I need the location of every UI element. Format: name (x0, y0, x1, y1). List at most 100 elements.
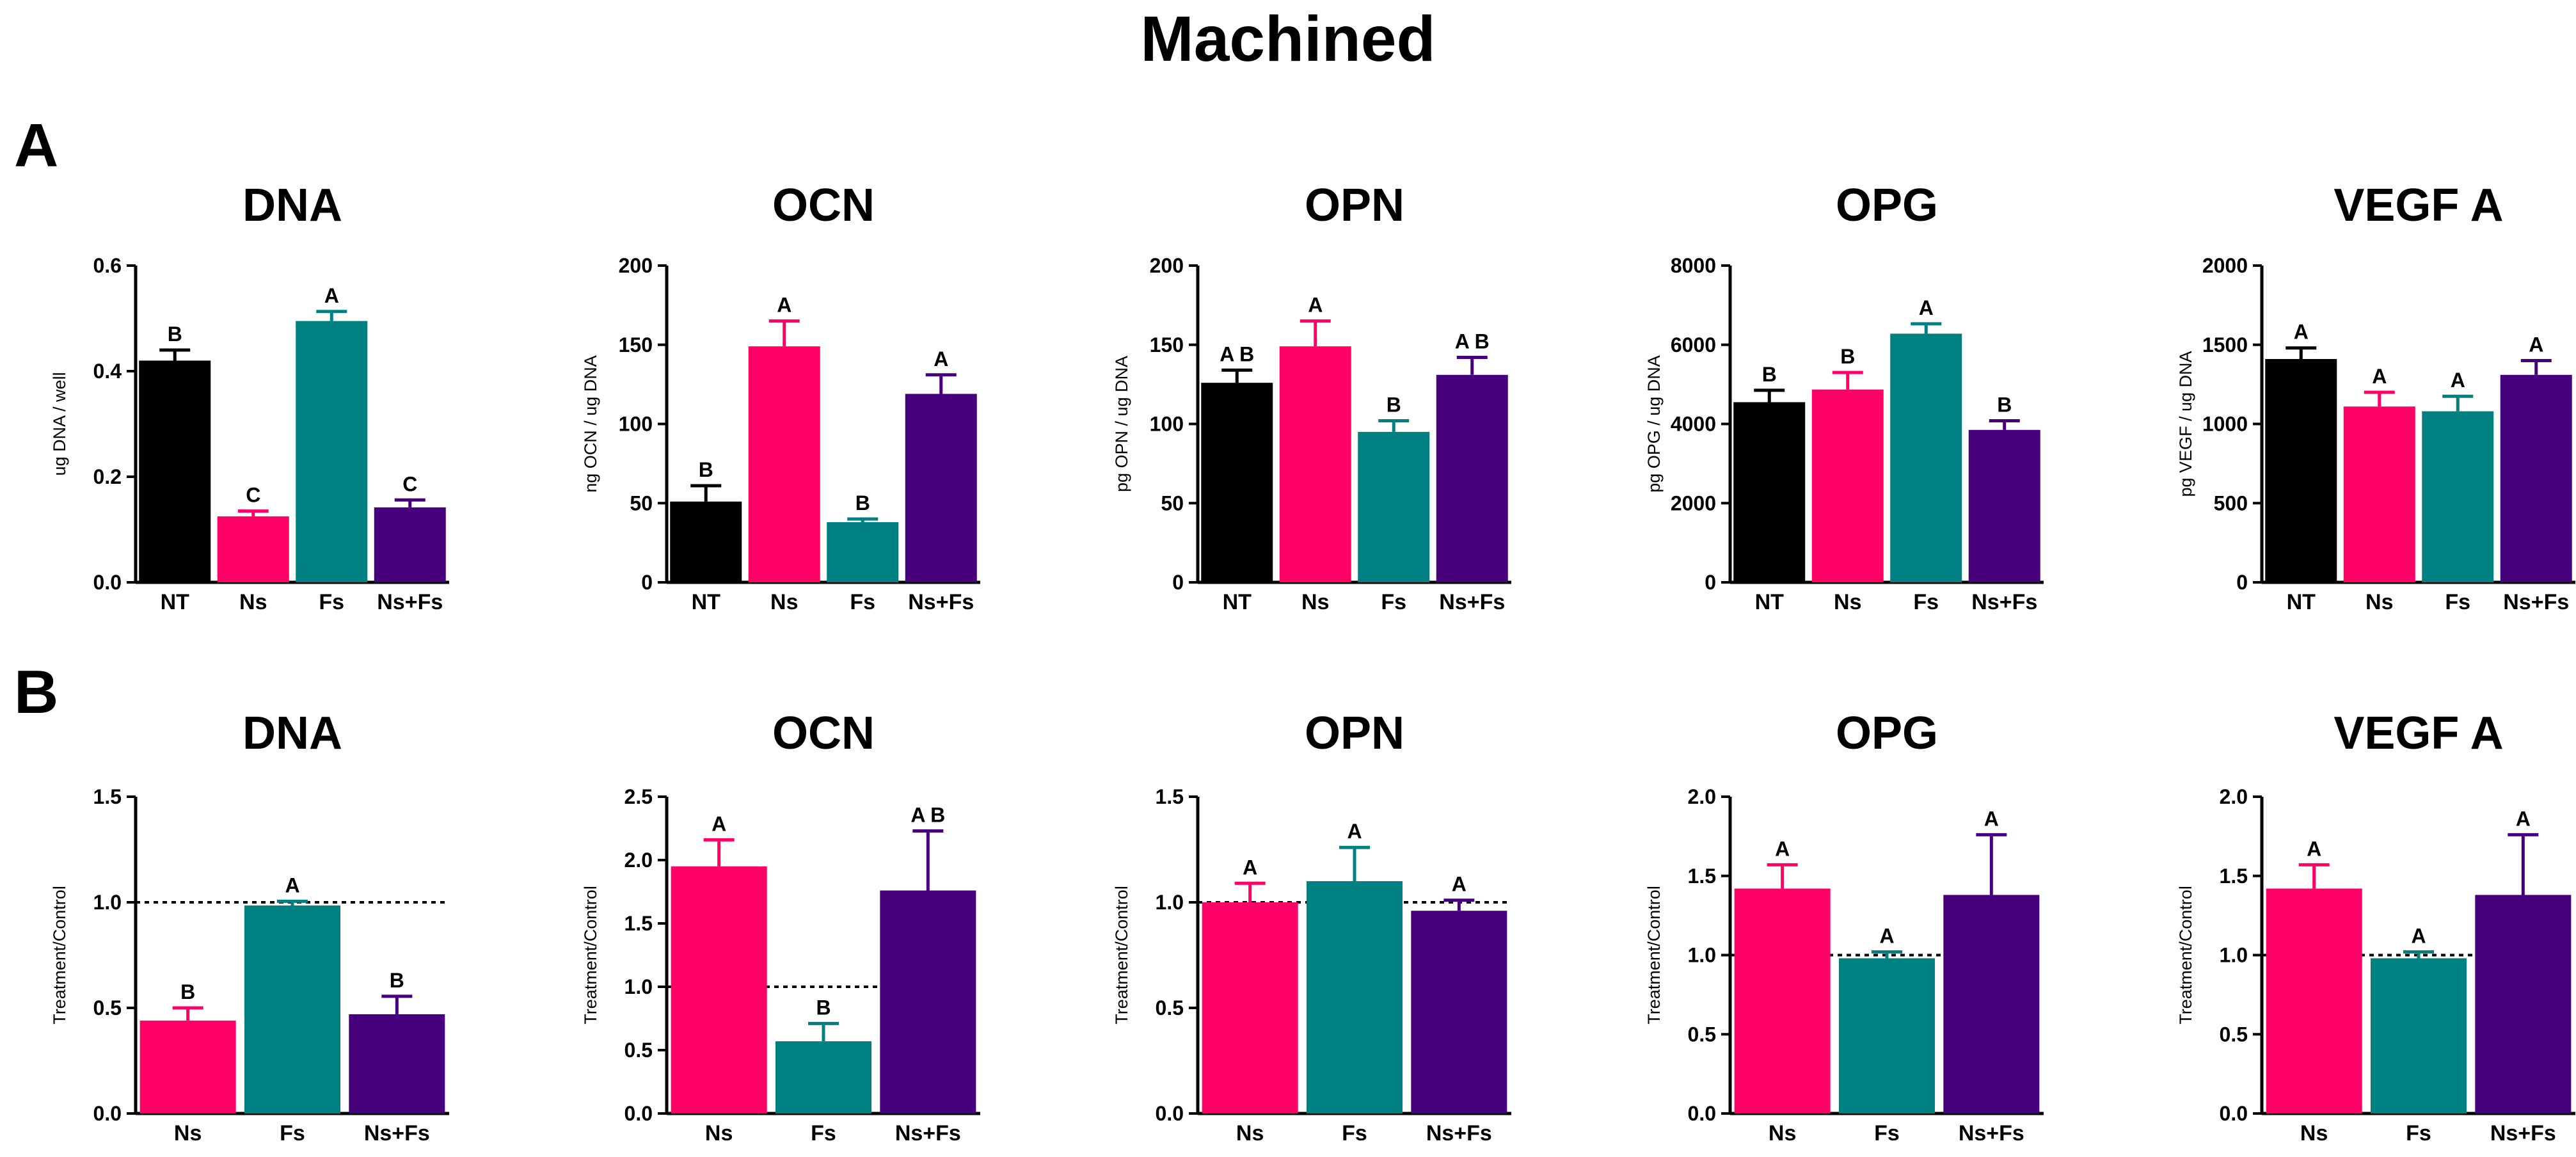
x-tick-label: NT (2287, 590, 2316, 614)
y-tick-label: 0 (641, 571, 653, 594)
x-tick-label: Ns (1236, 1121, 1264, 1145)
bar-ns (1202, 902, 1298, 1113)
chart-title: DNA (242, 708, 342, 759)
significance-letter: A B (910, 803, 945, 826)
x-tick-label: Ns (1834, 590, 1861, 614)
y-tick-label: 2.0 (624, 849, 653, 872)
bar-ns-fs (349, 1014, 445, 1113)
chart-title: OPN (1305, 708, 1404, 759)
significance-letter: B (168, 323, 182, 346)
significance-letter: B (816, 996, 831, 1019)
chart-title: OPG (1836, 708, 1938, 759)
y-tick-label: 0.0 (1688, 1102, 1716, 1125)
x-tick-label: Ns+Fs (1439, 590, 1505, 614)
chart-a-dna: DNA ug DNA / well 0.0 0.2 0.4 0.6 B NT C Ns A Fs C Ns… (50, 180, 449, 614)
y-tick-label: 50 (630, 491, 653, 515)
significance-letter: A B (1220, 342, 1254, 365)
x-tick-label: Ns+Fs (364, 1121, 430, 1145)
bar-ns (1811, 389, 1884, 582)
x-tick-label: Ns+Fs (2490, 1121, 2556, 1145)
significance-letter: A (285, 874, 299, 897)
significance-letter: A (2529, 333, 2543, 356)
y-tick-label: 100 (619, 413, 653, 436)
x-tick-label: Ns (174, 1121, 202, 1145)
chart-a-ocn: OCN ng OCN / ug DNA 0 50 100 150 200 B NT A Ns B Fs A… (581, 180, 980, 614)
bar-nt (139, 360, 211, 582)
bar-ns-fs (880, 890, 976, 1113)
significance-letter: A (2451, 369, 2465, 392)
chart-title: OCN (772, 180, 875, 231)
x-tick-label: Ns+Fs (1971, 590, 2037, 614)
bar-nt (1201, 383, 1273, 582)
bar-ns (748, 346, 820, 582)
y-tick-label: 2.0 (2220, 785, 2248, 808)
y-tick-label: 0.5 (624, 1039, 653, 1062)
chart-b-vegf-a: VEGF A Treatment/Control 0.0 0.5 1.0 1.5 2.0 A N… (2176, 708, 2575, 1145)
significance-letter: B (1840, 345, 1855, 368)
y-tick-label: 50 (1161, 491, 1184, 515)
chart-title: OPN (1305, 180, 1404, 231)
y-tick-label: 4000 (1671, 413, 1716, 436)
x-tick-label: Ns+Fs (1426, 1121, 1492, 1145)
y-tick-label: 0.5 (93, 996, 122, 1019)
significance-letter: A (1919, 296, 1934, 319)
significance-letter: A (1347, 820, 1362, 843)
significance-letter: A (1243, 856, 1257, 879)
bar-fs (827, 522, 899, 582)
x-tick-label: NT (1223, 590, 1252, 614)
bar-ns-fs (2475, 895, 2572, 1113)
y-tick-label: 1.0 (93, 891, 122, 914)
significance-letter: A (2372, 365, 2387, 388)
y-tick-label: 0 (1705, 571, 1716, 594)
significance-letter: B (1387, 394, 1401, 417)
y-axis-label: Treatment/Control (1644, 886, 1664, 1025)
y-tick-label: 8000 (1671, 254, 1716, 277)
y-tick-label: 0.0 (93, 571, 122, 594)
y-tick-label: 0.0 (1156, 1102, 1184, 1125)
x-tick-label: NT (161, 590, 190, 614)
significance-letter: A (2294, 321, 2309, 344)
x-tick-label: Fs (2445, 590, 2470, 614)
y-tick-label: 0.0 (2220, 1102, 2248, 1125)
x-tick-label: Fs (280, 1121, 305, 1145)
bar-ns-fs (374, 507, 446, 582)
y-tick-label: 1.0 (2220, 944, 2248, 967)
y-axis-label: Treatment/Control (1112, 886, 1131, 1025)
chart-title: VEGF A (2334, 708, 2503, 759)
x-tick-label: Ns (2300, 1121, 2328, 1145)
bar-fs (1358, 431, 1430, 582)
significance-letter: A B (1455, 330, 1490, 353)
y-tick-label: 0.2 (93, 465, 122, 488)
bar-nt (1733, 402, 1806, 582)
x-tick-label: Ns+Fs (377, 590, 443, 614)
y-axis-label: pg OPN / ug DNA (1112, 356, 1131, 492)
significance-letter: A (777, 294, 791, 317)
y-tick-label: 200 (619, 254, 653, 277)
significance-letter: B (180, 980, 195, 1003)
y-tick-label: 0.6 (93, 254, 122, 277)
y-tick-label: 2000 (2202, 254, 2248, 277)
x-tick-label: Ns+Fs (1959, 1121, 2024, 1145)
bar-ns (2343, 406, 2415, 582)
chart-title: VEGF A (2334, 180, 2503, 231)
y-axis-label: pg VEGF / ug DNA (2176, 351, 2195, 497)
significance-letter: A (1452, 873, 1467, 896)
significance-letter: A (712, 812, 726, 835)
y-tick-label: 1.5 (2220, 865, 2248, 888)
y-tick-label: 0.5 (1156, 996, 1184, 1019)
bar-ns-fs (1411, 911, 1507, 1113)
chart-title: DNA (242, 180, 342, 231)
bar-nt (670, 501, 742, 582)
y-tick-label: 2.5 (624, 785, 653, 808)
bar-ns (2266, 888, 2362, 1113)
y-tick-label: 6000 (1671, 333, 1716, 356)
panel-letter-a: A (14, 111, 59, 180)
x-tick-label: Fs (319, 590, 344, 614)
y-tick-label: 0 (2236, 571, 2248, 594)
y-tick-label: 1500 (2202, 333, 2248, 356)
x-tick-label: Fs (1342, 1121, 1367, 1145)
chart-b-ocn: OCN Treatment/Control 0.0 0.5 1.0 1.5 2.0 2.5 A N… (581, 708, 980, 1145)
y-tick-label: 2000 (1671, 491, 1716, 515)
x-tick-label: Fs (811, 1121, 836, 1145)
